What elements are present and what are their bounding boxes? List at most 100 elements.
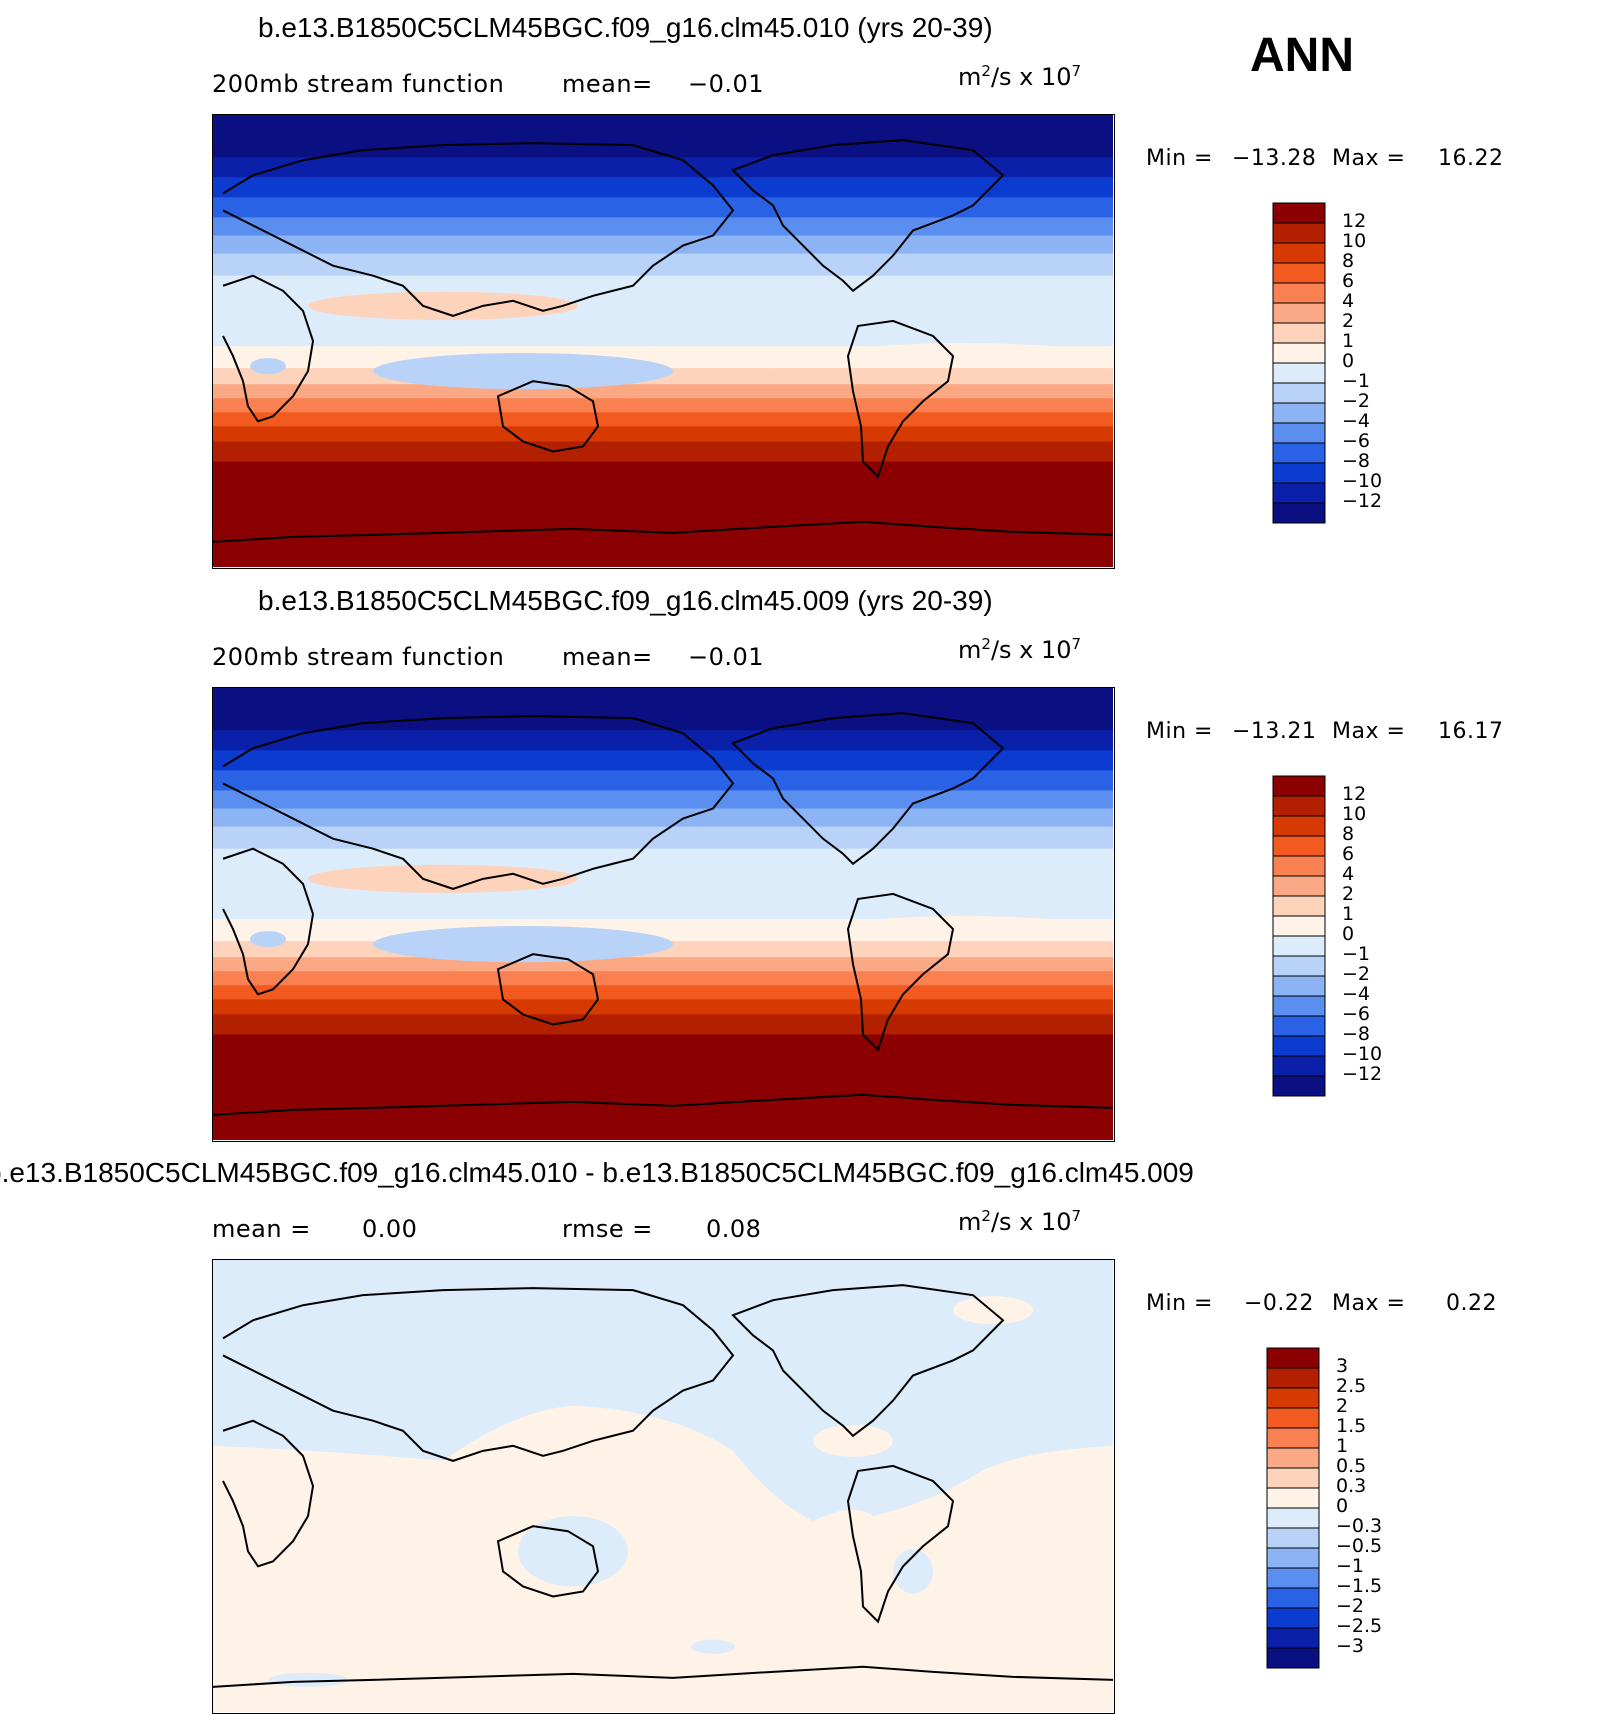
mean-label: mean= [562, 70, 653, 98]
colorbar-tick-label: −4 [1342, 983, 1371, 1005]
colorbar-tick-label: −0.5 [1336, 1535, 1383, 1557]
colorbar-swatch [1272, 1055, 1326, 1077]
colorbar-tick-label: −1 [1342, 370, 1371, 392]
colorbar-swatch [1272, 915, 1326, 937]
colorbar-swatch [1266, 1547, 1320, 1569]
colorbar-swatch [1272, 202, 1326, 224]
coastline [496, 1525, 600, 1598]
panel-title: b.e13.B1850C5CLM45BGC.f09_g16.clm45.009 … [258, 585, 993, 616]
coastline [222, 847, 315, 996]
colorbar-tick-label: 0.3 [1336, 1475, 1367, 1497]
colorbar-tick-label: −1 [1342, 943, 1371, 965]
field-label: 200mb stream function [212, 70, 505, 98]
colorbar-tick-label: 8 [1342, 823, 1355, 845]
colorbar-tick-label: −1 [1336, 1555, 1365, 1577]
colorbar-tick-label: 6 [1342, 270, 1355, 292]
colorbar-swatch [1272, 462, 1326, 484]
colorbar-swatch [1272, 935, 1326, 957]
units-label: m2/s x 107 [958, 62, 1082, 91]
colorbar-swatch [1272, 482, 1326, 504]
colorbar-tick-label: 2 [1336, 1395, 1349, 1417]
max-label: Max = [1332, 1291, 1406, 1316]
colorbar-swatch [1272, 362, 1326, 384]
coastline [213, 520, 1113, 543]
coastline [496, 380, 600, 453]
colorbar-tick-label: 10 [1342, 230, 1367, 252]
colorbar-swatch [1266, 1587, 1320, 1609]
map-field [213, 688, 1113, 1140]
coastline [222, 715, 735, 890]
colorbar-tick-label: 0 [1342, 923, 1355, 945]
mean-value: 0.00 [362, 1215, 418, 1243]
min-label: Min = [1146, 146, 1213, 171]
coastline [731, 1284, 1005, 1438]
colorbar-swatch [1266, 1347, 1320, 1369]
coastline [846, 892, 955, 1052]
colorbar-swatch [1272, 342, 1326, 364]
colorbar-swatch [1266, 1427, 1320, 1449]
colorbar-swatch [1266, 1467, 1320, 1489]
min-label: Min = [1146, 719, 1213, 744]
coastline [496, 953, 600, 1026]
colorbar-swatch [1272, 895, 1326, 917]
map-frame [212, 687, 1115, 1142]
map-frame [212, 1259, 1115, 1714]
colorbar-tick-label: 1 [1342, 330, 1355, 352]
colorbar-swatch [1272, 995, 1326, 1017]
mean-value: −0.01 [688, 643, 765, 671]
units-label: m2/s x 107 [958, 1207, 1082, 1236]
colorbar-tick-label: −6 [1342, 1003, 1371, 1025]
colorbar-swatch [1272, 262, 1326, 284]
colorbar-swatch [1266, 1647, 1320, 1669]
colorbar-swatch [1272, 382, 1326, 404]
colorbar-tick-label: 2 [1342, 883, 1355, 905]
coastline [222, 1419, 315, 1568]
colorbar-swatch [1266, 1407, 1320, 1429]
colorbar-swatch [1272, 302, 1326, 324]
rmse-label: rmse = [562, 1215, 653, 1243]
colorbar-swatch [1272, 1015, 1326, 1037]
colorbar-tick-label: 10 [1342, 803, 1367, 825]
colorbar-swatch [1272, 402, 1326, 424]
colorbar-tick-label: 3 [1336, 1355, 1349, 1377]
colorbar-tick-label: 4 [1342, 863, 1355, 885]
colorbar-tick-label: −1.5 [1336, 1575, 1383, 1597]
max-value: 16.22 [1438, 146, 1504, 171]
mean-value: −0.01 [688, 70, 765, 98]
colorbar-swatch [1266, 1567, 1320, 1589]
coastline [213, 1093, 1113, 1116]
colorbar: 12 10 8 6 4 2 1 0 −1 −2 −4 −6 −8 −10 −12 [1272, 775, 1412, 1099]
min-value: −13.28 [1232, 146, 1317, 171]
colorbar-tick-label: 2.5 [1336, 1375, 1367, 1397]
colorbar-swatch [1272, 442, 1326, 464]
panel-title: b.e13.B1850C5CLM45BGC.f09_g16.clm45.010 … [0, 1157, 1194, 1188]
coastline [222, 1287, 735, 1462]
colorbar-swatch [1272, 955, 1326, 977]
colorbar-swatch [1272, 422, 1326, 444]
max-label: Max = [1332, 146, 1406, 171]
colorbar-swatch [1272, 875, 1326, 897]
colorbar-tick-label: −6 [1342, 430, 1371, 452]
colorbar-swatch [1266, 1507, 1320, 1529]
colorbar-tick-label: −2 [1342, 390, 1371, 412]
colorbar-swatch [1272, 835, 1326, 857]
coastline [731, 139, 1005, 293]
colorbar-tick-label: −12 [1342, 1063, 1383, 1085]
max-label: Max = [1332, 719, 1406, 744]
colorbar-swatch [1272, 282, 1326, 304]
colorbar-tick-label: −2.5 [1336, 1615, 1383, 1637]
colorbar-tick-label: 1 [1336, 1435, 1349, 1457]
colorbar-swatch [1272, 815, 1326, 837]
colorbar-swatch [1266, 1387, 1320, 1409]
field-label: 200mb stream function [212, 643, 505, 671]
max-value: 0.22 [1446, 1291, 1497, 1316]
colorbar-tick-label: 6 [1342, 843, 1355, 865]
colorbar-tick-label: −8 [1342, 1023, 1371, 1045]
colorbar-swatch [1272, 795, 1326, 817]
max-value: 16.17 [1438, 719, 1504, 744]
colorbar-tick-label: −0.3 [1336, 1515, 1383, 1537]
colorbar-swatch [1266, 1527, 1320, 1549]
map-frame [212, 114, 1115, 569]
colorbar-tick-label: 12 [1342, 783, 1367, 805]
min-value: −13.21 [1232, 719, 1317, 744]
